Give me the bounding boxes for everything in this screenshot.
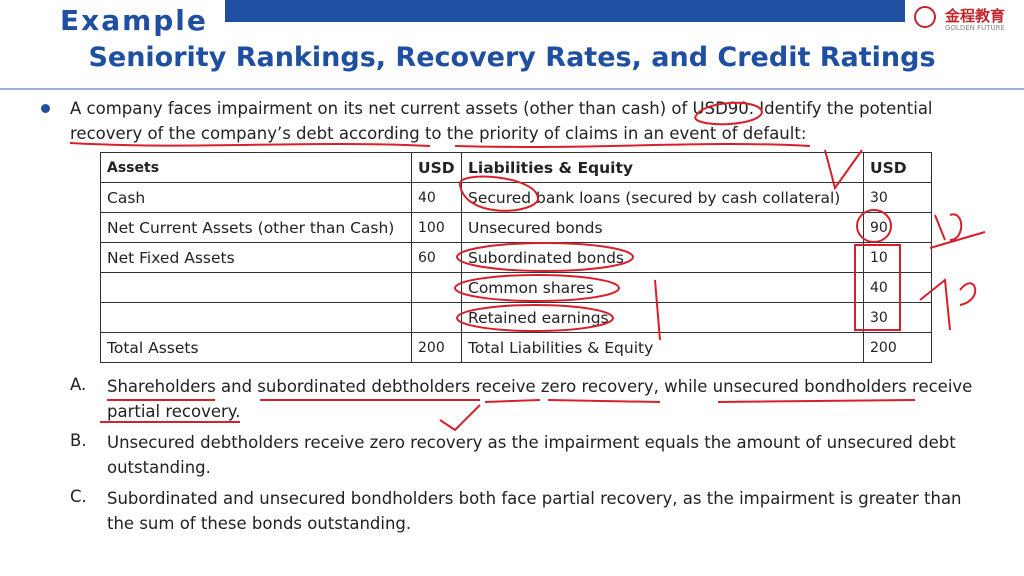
table-row: Common shares 40: [100, 272, 932, 303]
column-header: USD: [411, 152, 462, 183]
table-cell: [411, 302, 462, 333]
header-label: Example: [60, 4, 208, 37]
table-cell: Cash: [100, 182, 412, 213]
balance-table: Assets USD Liabilities & Equity USD Cash 40 Se…: [100, 152, 932, 363]
table-cell: Secured bank loans (secured by cash coll…: [461, 182, 864, 213]
header-title: Seniority Rankings, Recovery Rates, and …: [88, 42, 936, 73]
option-text: Unsecured debtholders receive zero recov…: [107, 433, 956, 477]
table-row: Cash 40 Secured bank loans (secured by cas…: [100, 182, 932, 213]
table-cell: Retained earnings: [461, 302, 864, 333]
option-letter: B.: [70, 431, 87, 450]
table-cell: [100, 272, 412, 303]
logo: 金程教育: [945, 7, 1006, 25]
table-cell: 10: [863, 242, 932, 273]
table-cell: 40: [411, 182, 462, 213]
option-letter: C.: [70, 487, 87, 506]
table-cell: 90: [863, 212, 932, 243]
option-letter: A.: [70, 375, 87, 394]
table-header-row: Assets USD Liabilities & Equity USD: [100, 152, 932, 183]
table-cell: Subordinated bonds: [461, 242, 864, 273]
table-cell: 200: [863, 332, 932, 363]
logo-sub: GOLDEN FUTURE: [945, 24, 1005, 32]
column-header: Assets: [100, 152, 412, 183]
header-rule: [0, 88, 1024, 90]
table-cell: Unsecured bonds: [461, 212, 864, 243]
table-cell: [411, 272, 462, 303]
table-row: Net Fixed Assets 60 Subordinated bonds 10: [100, 242, 932, 273]
table-row: Total Assets 200 Total Liabilities & Equit…: [100, 332, 932, 363]
table-cell: 30: [863, 302, 932, 333]
question: A company faces impairment on its net cu…: [70, 99, 933, 143]
table-cell: Net Current Assets (other than Cash): [100, 212, 412, 243]
option-text: Shareholders and subordinated debtholder…: [107, 377, 973, 421]
logo-mark: [914, 6, 936, 28]
column-header: Liabilities & Equity: [461, 152, 864, 183]
table-cell: 200: [411, 332, 462, 363]
table-cell: 100: [411, 212, 462, 243]
table-cell: [100, 302, 412, 333]
table-cell: 40: [863, 272, 932, 303]
option-text: Subordinated and unsecured bondholders b…: [107, 489, 962, 533]
column-header: USD: [863, 152, 932, 183]
header-banner: [225, 0, 905, 22]
table-cell: Net Fixed Assets: [100, 242, 412, 273]
table-cell: Total Liabilities & Equity: [461, 332, 864, 363]
table-cell: Total Assets: [100, 332, 412, 363]
table-cell: 30: [863, 182, 932, 213]
table-cell: Common shares: [461, 272, 864, 303]
table-row: Net Current Assets (other than Cash) 100 U…: [100, 212, 932, 243]
bullet: [41, 104, 50, 113]
table-cell: 60: [411, 242, 462, 273]
table-row: Retained earnings 30: [100, 302, 932, 333]
